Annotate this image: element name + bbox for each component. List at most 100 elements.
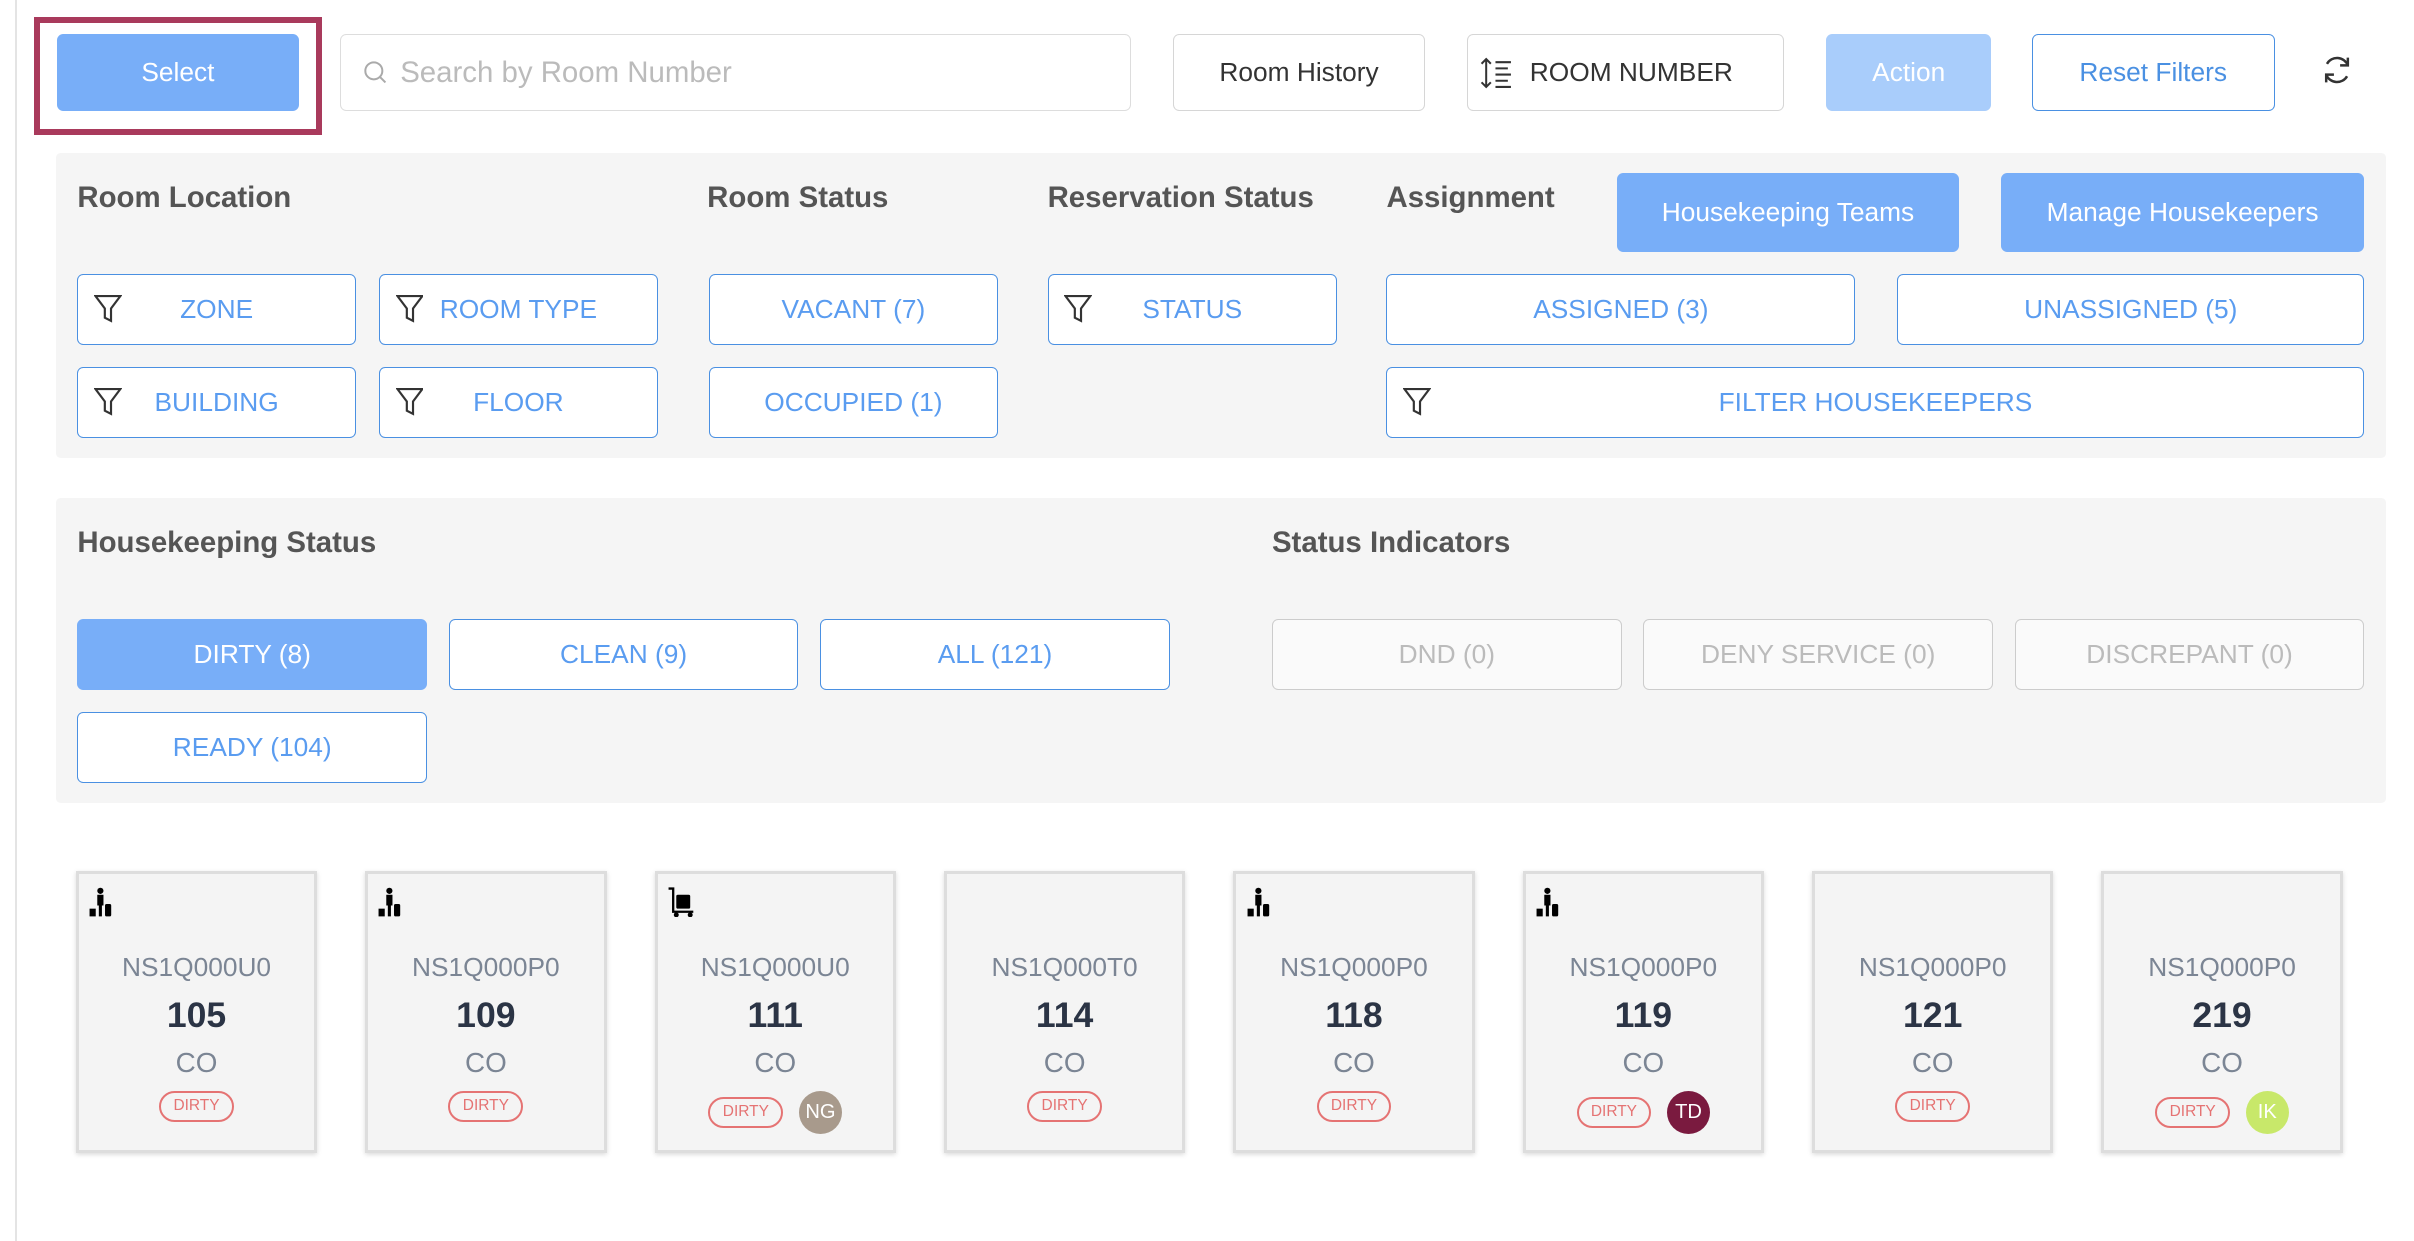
room-number: 118 [1325, 994, 1383, 1035]
selection-highlight [34, 17, 322, 135]
room-code: NS1Q000P0 [1569, 951, 1718, 982]
room-status: CO [464, 1047, 507, 1079]
room-history-button[interactable]: Room History [1172, 34, 1426, 112]
housekeeping-status-heading: Housekeeping Status [77, 526, 377, 560]
room-number: 114 [1035, 994, 1094, 1035]
room-code: NS1Q000P0 [412, 951, 560, 982]
room-code: NS1Q000P0 [1858, 951, 2007, 982]
filter-label: OCCUPIED (1) [764, 386, 943, 417]
select-button[interactable]: Select [57, 34, 299, 112]
filter-icon [1402, 388, 1431, 416]
dirty-badge: DIRTY [1576, 1096, 1652, 1129]
filter-clean[interactable]: CLEAN (9) [448, 618, 799, 691]
filter-icon [1064, 295, 1092, 324]
room-code: NS1Q000U0 [121, 951, 272, 982]
sort-label: ROOM NUMBER [1529, 57, 1733, 88]
room-code: NS1Q000U0 [700, 951, 850, 982]
filter-zone[interactable]: ZONE [77, 273, 356, 346]
indicator-dnd[interactable]: DND (0) [1271, 618, 1622, 691]
room-status: CO [2201, 1047, 2243, 1079]
reset-filters-button[interactable]: Reset Filters [2031, 34, 2275, 112]
manage-housekeepers-button[interactable]: Manage Housekeepers [2000, 173, 2365, 253]
room-number: 109 [456, 994, 516, 1035]
room-number: 121 [1903, 994, 1963, 1035]
guest-luggage-icon [89, 887, 112, 916]
room-card[interactable]: NS1Q000P0 118 CO DIRTY [1233, 871, 1475, 1153]
filter-building[interactable]: BUILDING [77, 366, 356, 438]
housekeeper-avatar[interactable]: IK [2245, 1090, 2289, 1135]
filter-floor[interactable]: FLOOR [379, 366, 658, 438]
dirty-badge: DIRTY [1027, 1090, 1103, 1123]
filter-label: ROOM TYPE [439, 293, 598, 324]
room-card[interactable]: NS1Q000P0 119 CO DIRTY TD [1522, 871, 1765, 1153]
dirty-badge: DIRTY [1895, 1090, 1971, 1123]
filter-filter-housekeepers[interactable]: FILTER HOUSEKEEPERS [1386, 366, 2365, 438]
housekeeper-avatar[interactable]: NG [798, 1090, 843, 1135]
guest-luggage-icon [1247, 887, 1269, 916]
filter-label: ZONE [180, 293, 254, 324]
room-number: 111 [747, 994, 803, 1035]
page-edge-divider [15, 0, 18, 1241]
search-icon [364, 61, 387, 84]
action-button[interactable]: Action [1825, 34, 1992, 112]
indicator-discrepant[interactable]: DISCREPANT (0) [2014, 618, 2365, 691]
filter-label: BUILDING [154, 386, 279, 417]
housekeeper-avatar[interactable]: TD [1666, 1090, 1711, 1135]
filter-occupied[interactable]: OCCUPIED (1) [708, 366, 999, 438]
filter-room-type[interactable]: ROOM TYPE [379, 273, 658, 346]
room-status: CO [1622, 1047, 1665, 1079]
dirty-badge: DIRTY [159, 1090, 234, 1123]
filter-icon [93, 295, 122, 324]
search-input[interactable] [400, 55, 1082, 90]
room-location-heading: Room Location [77, 181, 292, 215]
housekeeping-panel [55, 498, 2387, 804]
filter-status[interactable]: STATUS [1047, 273, 1337, 346]
housekeeping-teams-button[interactable]: Housekeeping Teams [1617, 173, 1959, 253]
filter-dirty[interactable]: DIRTY (8) [77, 618, 428, 691]
filter-unassigned[interactable]: UNASSIGNED (5) [1897, 273, 2365, 346]
room-card[interactable]: NS1Q000P0 219 CO DIRTY IK [2101, 871, 2343, 1153]
sort-icon [1481, 57, 1512, 89]
room-card[interactable]: NS1Q000T0 114 CO DIRTY [943, 871, 1186, 1153]
filter-vacant[interactable]: VACANT (7) [708, 273, 999, 346]
filter-icon [395, 295, 424, 324]
room-status: CO [754, 1047, 797, 1079]
room-status: CO [175, 1047, 218, 1079]
dirty-badge: DIRTY [2155, 1096, 2231, 1129]
filter-icon [395, 388, 424, 416]
room-code: NS1Q000P0 [2148, 951, 2296, 982]
room-card[interactable]: NS1Q000U0 111 CO DIRTY NG [654, 871, 896, 1153]
reservation-status-heading: Reservation Status [1047, 181, 1314, 215]
filter-ready[interactable]: READY (104) [77, 711, 428, 783]
room-status-heading: Room Status [707, 181, 889, 215]
room-status: CO [1043, 1047, 1086, 1079]
guest-luggage-icon [379, 887, 401, 916]
filter-label: FLOOR [473, 386, 564, 417]
room-status: CO [1911, 1047, 1954, 1079]
filter-label: FILTER HOUSEKEEPERS [1718, 386, 2033, 417]
refresh-icon[interactable] [2320, 53, 2354, 87]
filter-assigned[interactable]: ASSIGNED (3) [1386, 273, 1856, 346]
search-field[interactable] [340, 34, 1132, 112]
filter-label: ASSIGNED (3) [1533, 293, 1709, 324]
filter-label: UNASSIGNED (5) [2024, 293, 2238, 324]
indicator-deny-service[interactable]: DENY SERVICE (0) [1643, 618, 1994, 691]
room-number: 219 [2192, 994, 2252, 1035]
dirty-badge: DIRTY [448, 1090, 524, 1123]
room-card[interactable]: NS1Q000U0 105 CO DIRTY [75, 871, 318, 1153]
sort-dropdown[interactable]: ROOM NUMBER [1466, 34, 1785, 112]
filter-label: VACANT (7) [781, 293, 926, 324]
filter-all[interactable]: ALL (121) [820, 618, 1170, 691]
room-card[interactable]: NS1Q000P0 109 CO DIRTY [365, 871, 607, 1153]
room-number: 105 [166, 994, 227, 1035]
status-indicators-heading: Status Indicators [1271, 526, 1511, 560]
filter-icon [93, 388, 122, 416]
room-code: NS1Q000T0 [991, 951, 1138, 982]
room-status: CO [1333, 1047, 1375, 1079]
dirty-badge: DIRTY [708, 1096, 784, 1129]
filter-label: STATUS [1142, 293, 1243, 324]
guest-luggage-icon [1536, 887, 1559, 916]
room-code: NS1Q000P0 [1280, 951, 1428, 982]
luggage-cart-icon [668, 886, 694, 917]
room-card[interactable]: NS1Q000P0 121 CO DIRTY [1812, 871, 2054, 1153]
